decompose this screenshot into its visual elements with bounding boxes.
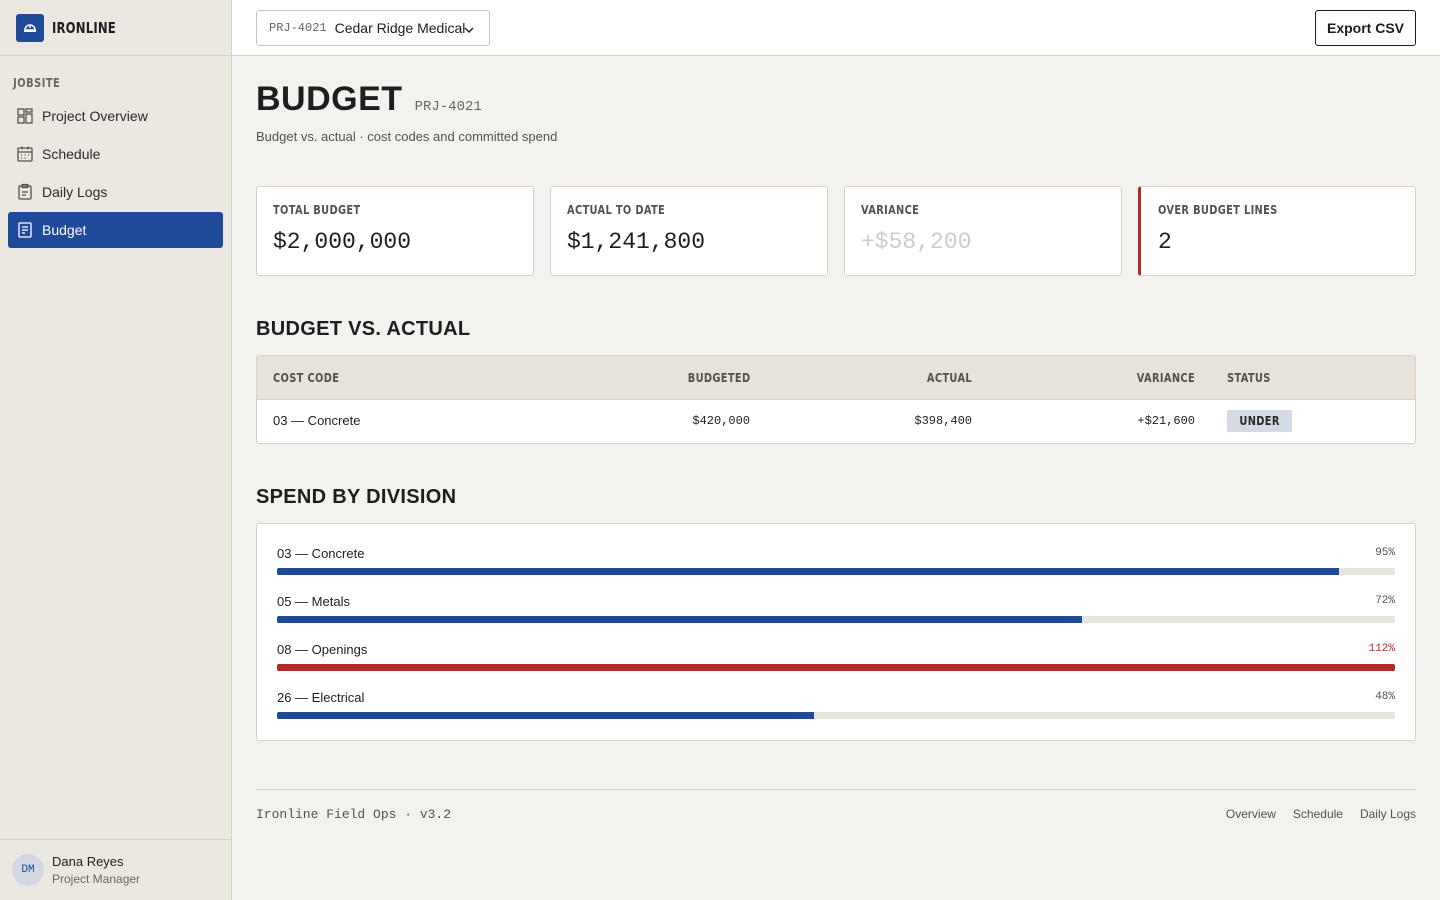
kpi-actual-to-date: ACTUAL TO DATE $1,241,800 — [550, 186, 828, 276]
nav-section-label: JOBSITE — [13, 76, 61, 90]
project-name: Cedar Ridge Medical — [334, 20, 466, 36]
cell-budgeted: $420,000 — [692, 414, 750, 428]
kpi-total-budget: TOTAL BUDGET $2,000,000 — [256, 186, 534, 276]
ledger-icon — [16, 221, 34, 239]
kpi-over-budget-lines: OVER BUDGET LINES 2 — [1138, 186, 1416, 276]
page-project-code: PRJ-4021 — [414, 99, 482, 115]
status-badge: UNDER — [1227, 410, 1293, 432]
progress-fill — [277, 568, 1340, 575]
sidebar-item-budget[interactable]: Budget — [8, 212, 223, 248]
kpi-value: $2,000,000 — [273, 229, 412, 255]
kpi-label: TOTAL BUDGET — [273, 203, 361, 217]
user-name: Dana Reyes — [52, 854, 124, 869]
clipboard-icon — [16, 183, 34, 201]
division-row: 26 — Electrical 48% — [277, 688, 1395, 736]
kpi-row: TOTAL BUDGET $2,000,000 ACTUAL TO DATE $… — [256, 186, 1416, 276]
budget-table: COST CODE BUDGETED ACTUAL VARIANCE STATU… — [256, 355, 1416, 444]
column-header-variance[interactable]: VARIANCE — [1136, 371, 1195, 385]
progress-fill — [277, 664, 1395, 671]
cell-actual: $398,400 — [914, 414, 972, 428]
division-percent: 48% — [1375, 691, 1395, 703]
kpi-value: $1,241,800 — [567, 229, 706, 255]
calendar-icon — [16, 145, 34, 163]
column-header-cost-code[interactable]: COST CODE — [273, 371, 340, 385]
division-percent: 72% — [1375, 595, 1395, 607]
kpi-label: OVER BUDGET LINES — [1158, 203, 1278, 217]
division-name: 05 — Metals — [277, 594, 350, 609]
sidebar-item-label: Schedule — [42, 146, 101, 162]
user-profile[interactable]: DM Dana Reyes Project Manager — [0, 839, 231, 900]
division-name: 26 — Electrical — [277, 690, 365, 705]
avatar: DM — [12, 854, 44, 886]
project-code: PRJ-4021 — [269, 21, 327, 35]
spend-by-division-panel: 03 — Concrete 95% 05 — Metals 72% 08 — O… — [256, 523, 1416, 741]
status-badge-label: UNDER — [1239, 414, 1280, 428]
progress-fill — [277, 616, 1082, 623]
footer-link-overview[interactable]: Overview — [1225, 807, 1276, 821]
footer: Ironline Field Ops · v3.2 Overview Sched… — [256, 789, 1416, 837]
division-name: 03 — Concrete — [277, 546, 365, 561]
section-title-spend-by-division: SPEND BY DIVISION — [256, 486, 457, 508]
page-title: BUDGET — [256, 80, 403, 118]
column-header-status[interactable]: STATUS — [1227, 371, 1271, 385]
sidebar-nav: Project Overview Schedule Daily Logs Bud… — [0, 98, 231, 248]
division-row: 08 — Openings 112% — [277, 640, 1395, 688]
brand: IRONLINE — [0, 0, 231, 56]
column-header-actual[interactable]: ACTUAL — [926, 371, 972, 385]
sidebar-item-label: Budget — [42, 222, 87, 238]
division-row: 03 — Concrete 95% — [277, 544, 1395, 592]
project-selector[interactable]: PRJ-4021 Cedar Ridge Medical — [256, 10, 490, 46]
progress-track — [277, 568, 1395, 575]
footer-link-daily-logs[interactable]: Daily Logs — [1359, 807, 1416, 821]
division-percent: 112% — [1368, 643, 1395, 655]
table-row[interactable]: 03 — Concrete $420,000 $398,400 +$21,600… — [257, 400, 1415, 443]
progress-fill — [277, 712, 814, 719]
progress-track — [277, 616, 1395, 623]
cell-cost-code: 03 — Concrete — [273, 413, 361, 428]
kpi-value: +$58,200 — [861, 229, 972, 255]
main-content: BUDGET PRJ-4021 Budget vs. actual · cost… — [256, 56, 1416, 837]
sidebar: IRONLINE JOBSITE Project Overview Schedu… — [0, 0, 232, 900]
export-csv-button[interactable]: Export CSV — [1315, 10, 1416, 46]
progress-track — [277, 664, 1395, 671]
footer-version: Ironline Field Ops · v3.2 — [256, 807, 452, 822]
sidebar-item-project-overview[interactable]: Project Overview — [8, 98, 223, 134]
chevron-down-icon — [463, 23, 475, 41]
cell-variance: +$21,600 — [1137, 414, 1195, 428]
grid-icon — [16, 107, 34, 125]
page-subtitle: Budget vs. actual · cost codes and commi… — [256, 129, 558, 144]
sidebar-item-label: Daily Logs — [42, 184, 108, 200]
sidebar-item-daily-logs[interactable]: Daily Logs — [8, 174, 223, 210]
user-role: Project Manager — [52, 872, 141, 886]
footer-links: Overview Schedule Daily Logs — [1226, 807, 1416, 821]
kpi-value: 2 — [1158, 229, 1172, 255]
division-row: 05 — Metals 72% — [277, 592, 1395, 640]
kpi-variance: VARIANCE +$58,200 — [844, 186, 1122, 276]
topbar: PRJ-4021 Cedar Ridge Medical Export CSV — [232, 0, 1440, 56]
kpi-label: VARIANCE — [861, 203, 920, 217]
division-percent: 95% — [1375, 547, 1395, 559]
kpi-label: ACTUAL TO DATE — [567, 203, 666, 217]
progress-track — [277, 712, 1395, 719]
column-header-budgeted[interactable]: BUDGETED — [687, 371, 750, 385]
section-title-budget-vs-actual: BUDGET VS. ACTUAL — [256, 318, 471, 340]
table-header: COST CODE BUDGETED ACTUAL VARIANCE STATU… — [257, 356, 1415, 400]
hard-hat-icon — [16, 13, 44, 42]
sidebar-item-schedule[interactable]: Schedule — [8, 136, 223, 172]
brand-name: IRONLINE — [52, 18, 116, 37]
division-name: 08 — Openings — [277, 642, 368, 657]
footer-link-schedule[interactable]: Schedule — [1292, 807, 1343, 821]
sidebar-item-label: Project Overview — [42, 108, 148, 124]
